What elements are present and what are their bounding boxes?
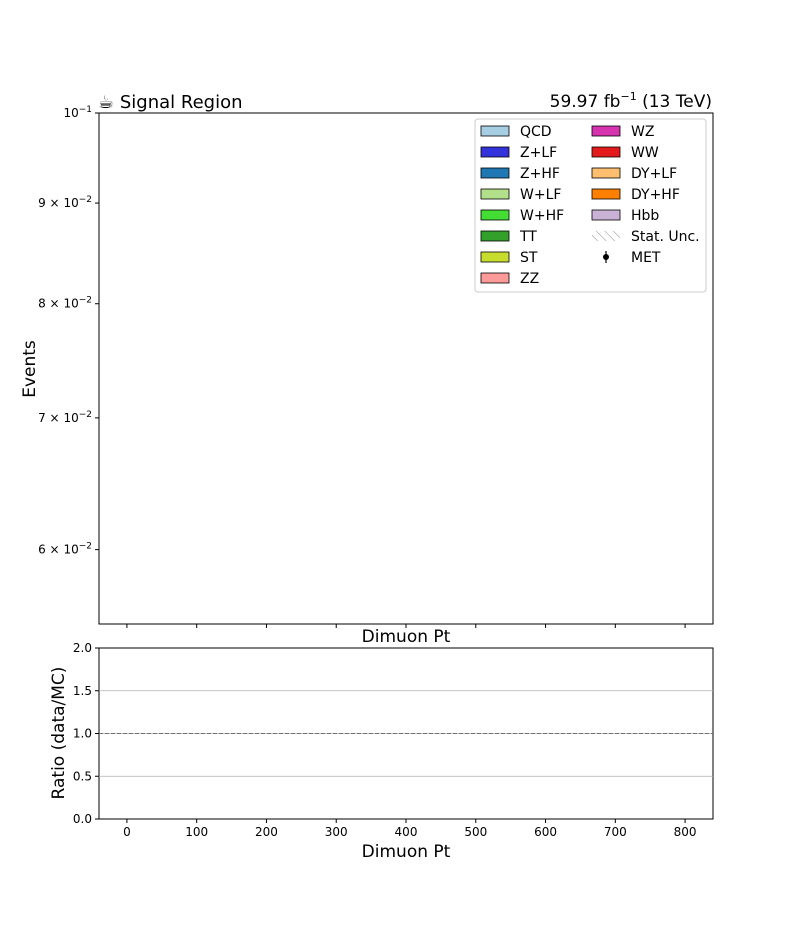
legend-item: Hbb xyxy=(591,208,659,224)
legend-swatch xyxy=(591,167,621,179)
legend-item: QCD xyxy=(480,124,552,140)
ratio-y-tick-label: 0.0 xyxy=(73,812,92,826)
legend-label: ST xyxy=(520,250,538,266)
legend-item: Z+LF xyxy=(480,145,557,161)
lumi-value: 59.97 fb xyxy=(550,92,621,112)
main-y-label: Events xyxy=(20,340,40,398)
legend-label: Z+HF xyxy=(520,166,560,182)
legend-label: DY+HF xyxy=(631,187,680,203)
legend-label: Stat. Unc. xyxy=(631,229,700,245)
legend-marker-point xyxy=(603,254,609,260)
legend-item: Stat. Unc. xyxy=(592,229,700,245)
legend-item: DY+LF xyxy=(591,166,677,182)
legend-label: ZZ xyxy=(520,271,539,287)
main-y-tick-label: 6 × 10−2 xyxy=(38,542,92,557)
ratio-y-tick-label: 1.0 xyxy=(73,727,92,741)
legend-swatch xyxy=(480,188,510,200)
legend-swatch xyxy=(591,188,621,200)
ratio-x-tick-label: 800 xyxy=(674,825,697,839)
legend-swatch xyxy=(480,125,510,137)
legend-item: ST xyxy=(480,250,538,266)
legend-label: Z+LF xyxy=(520,145,557,161)
main-x-label: Dimuon Pt xyxy=(362,627,451,647)
legend-label: Hbb xyxy=(631,208,659,224)
chart-title: ☕ Signal Region xyxy=(98,92,243,113)
legend-swatch xyxy=(480,230,510,242)
ratio-x-tick-label: 200 xyxy=(255,825,278,839)
legend-item: TT xyxy=(480,229,537,245)
legend-swatch xyxy=(480,209,510,221)
legend-item: ZZ xyxy=(480,271,539,287)
legend-item: DY+HF xyxy=(591,187,680,203)
ratio-y-tick-label: 0.5 xyxy=(73,769,92,783)
energy-value: (13 TeV) xyxy=(637,92,712,112)
ratio-x-tick-label: 100 xyxy=(185,825,208,839)
main-x-ticks xyxy=(126,624,686,628)
legend-swatch xyxy=(591,146,621,158)
lumi-exponent: −1 xyxy=(620,90,636,103)
legend-label: W+HF xyxy=(520,208,564,224)
legend-item: WW xyxy=(591,145,659,161)
legend-item: Z+HF xyxy=(480,166,560,182)
legend-swatch xyxy=(480,272,510,284)
luminosity-label: 59.97 fb−1 (13 TeV) xyxy=(550,90,712,112)
legend-swatch xyxy=(480,167,510,179)
legend-item: WZ xyxy=(591,124,654,140)
legend-swatch xyxy=(591,209,621,221)
main-y-tick-label: 7 × 10−2 xyxy=(38,410,92,425)
legend-swatch xyxy=(480,251,510,263)
legend-item: MET xyxy=(603,250,661,266)
main-y-tick-label: 10−1 xyxy=(63,105,92,120)
ratio-x-tick-label: 400 xyxy=(395,825,418,839)
main-y-tick-label: 8 × 10−2 xyxy=(38,296,92,311)
ratio-grid xyxy=(99,690,713,777)
legend-item: W+LF xyxy=(480,187,561,203)
legend-swatch xyxy=(480,146,510,158)
legend-label: DY+LF xyxy=(631,166,677,182)
ratio-y-tick-label: 2.0 xyxy=(73,641,92,655)
legend-frame xyxy=(474,118,707,293)
ratio-y-tick-label: 1.5 xyxy=(73,684,92,698)
main-y-tick-label: 9 × 10−2 xyxy=(38,195,92,210)
ratio-x-label: Dimuon Pt xyxy=(362,842,451,862)
legend-label: W+LF xyxy=(520,187,561,203)
legend-label: WZ xyxy=(631,124,654,140)
ratio-x-tick-label: 700 xyxy=(604,825,627,839)
legend-hatch-swatch xyxy=(592,231,620,241)
ratio-x-tick-label: 500 xyxy=(464,825,487,839)
ratio-x-tick-label: 300 xyxy=(325,825,348,839)
ratio-x-ticks: 0 100 200 300 400 500 600 700 800 xyxy=(123,819,697,839)
main-y-ticks: 10−1 9 × 10−2 8 × 10−2 7 × 10−2 6 × 10−2 xyxy=(38,105,99,557)
ratio-x-tick-label: 0 xyxy=(123,825,131,839)
legend-label: MET xyxy=(631,250,661,266)
legend-label: WW xyxy=(631,145,659,161)
ratio-y-ticks: 0.0 0.5 1.0 1.5 2.0 xyxy=(73,641,99,826)
ratio-x-tick-label: 600 xyxy=(534,825,557,839)
legend-swatch xyxy=(591,125,621,137)
legend-item: W+HF xyxy=(480,208,564,224)
legend-label: QCD xyxy=(520,124,552,140)
legend: QCD Z+LF Z+HF W+LF W+HF TT ST ZZ WZ WW DY+LF DY+HF H… xyxy=(474,118,707,293)
ratio-y-label: Ratio (data/MC) xyxy=(49,667,69,800)
legend-label: TT xyxy=(519,229,537,245)
